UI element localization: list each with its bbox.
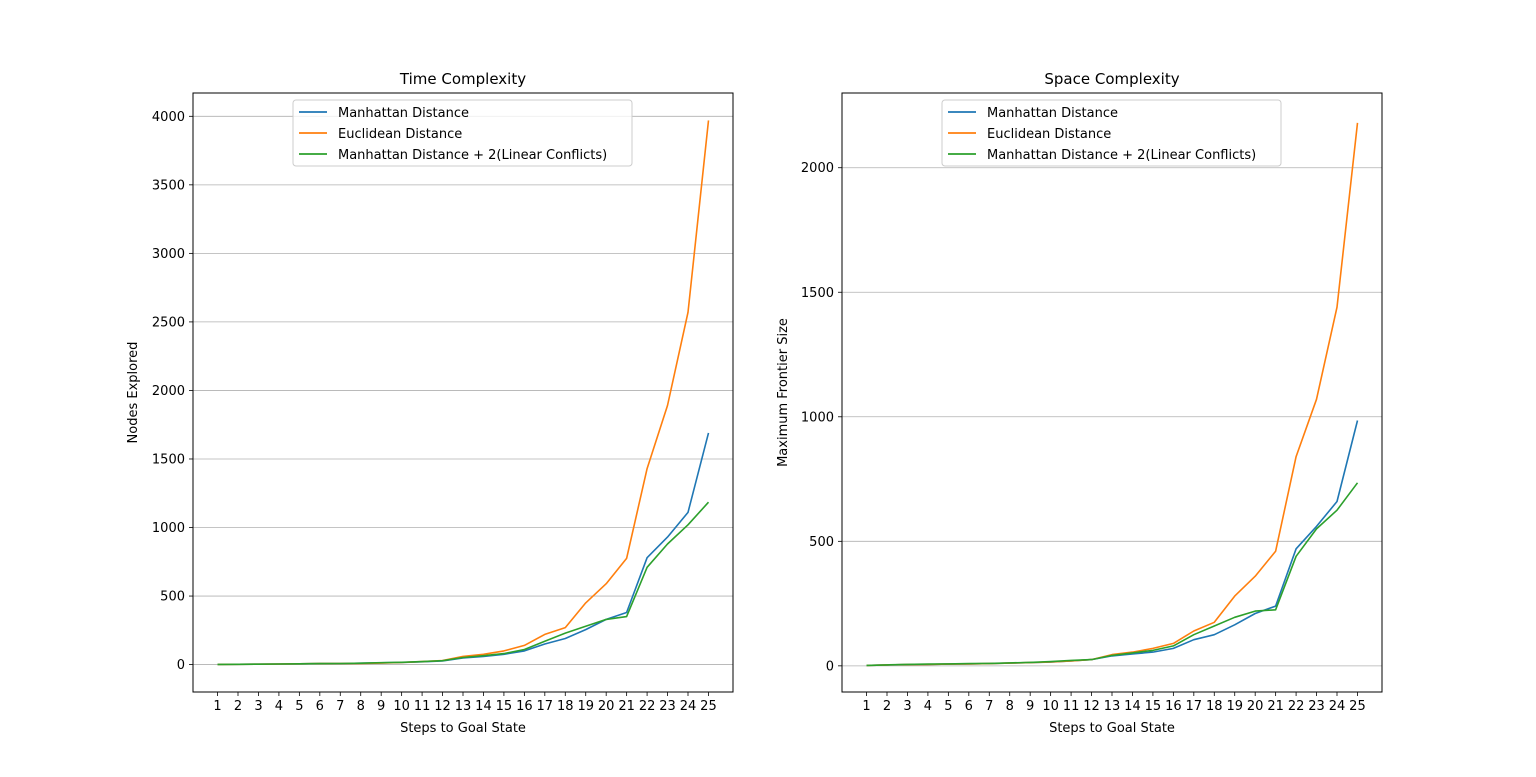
plot-frame xyxy=(192,92,734,693)
legend-label: Manhattan Distance + 2(Linear Conflicts) xyxy=(987,148,1256,163)
x-tick-label: 21 xyxy=(618,699,635,714)
x-tick-label: 18 xyxy=(557,699,574,714)
x-tick-label: 5 xyxy=(295,699,303,714)
legend-box xyxy=(941,99,1282,167)
x-axis-label: Steps to Goal State xyxy=(1049,721,1175,736)
x-tick-label: 15 xyxy=(496,699,513,714)
x-tick-label: 15 xyxy=(1145,699,1162,714)
x-tick-label: 7 xyxy=(985,699,993,714)
y-tick-label: 2000 xyxy=(152,384,185,399)
x-tick-label: 14 xyxy=(475,699,492,714)
legend-label: Euclidean Distance xyxy=(338,127,462,142)
x-tick-label: 11 xyxy=(414,699,431,714)
x-tick-label: 24 xyxy=(1329,699,1346,714)
y-tick-label: 4000 xyxy=(152,110,185,125)
x-tick-label: 22 xyxy=(639,699,656,714)
legend: Manhattan Distance Euclidean Distance Manh… xyxy=(941,99,1282,167)
x-tick-label: 11 xyxy=(1063,699,1080,714)
y-tick-label: 1500 xyxy=(152,452,185,467)
y-tick-label: 2000 xyxy=(801,161,834,176)
x-tick-label: 25 xyxy=(1349,699,1366,714)
x-tick-label: 8 xyxy=(357,699,365,714)
legend-label: Euclidean Distance xyxy=(987,127,1111,142)
x-tick-label: 23 xyxy=(1308,699,1325,714)
x-tick-label: 19 xyxy=(577,699,594,714)
x-tick-label: 17 xyxy=(1186,699,1203,714)
series-line-0 xyxy=(217,432,710,666)
x-tick-label: 9 xyxy=(1026,699,1034,714)
chart-title: Time Complexity xyxy=(399,70,526,88)
legend-label: Manhattan Distance xyxy=(987,106,1118,121)
y-tick-label: 500 xyxy=(809,535,834,550)
x-tick-label: 17 xyxy=(537,699,554,714)
x-tick-label: 24 xyxy=(680,699,697,714)
series-line-2 xyxy=(217,501,710,666)
x-tick-label: 23 xyxy=(659,699,676,714)
x-tick-label: 19 xyxy=(1226,699,1243,714)
y-tick-label: 1000 xyxy=(152,521,185,536)
y-tick-label: 3000 xyxy=(152,247,185,262)
x-tick-label: 13 xyxy=(1104,699,1121,714)
series-line-2 xyxy=(866,482,1359,667)
x-tick-label: 3 xyxy=(254,699,262,714)
series-line-1 xyxy=(217,120,710,666)
x-tick-label: 6 xyxy=(965,699,973,714)
x-tick-label: 4 xyxy=(275,699,283,714)
x-tick-label: 21 xyxy=(1267,699,1284,714)
legend: Manhattan Distance Euclidean Distance Manh… xyxy=(292,99,633,167)
series-line-0 xyxy=(866,420,1359,667)
x-tick-label: 6 xyxy=(316,699,324,714)
x-tick-label: 20 xyxy=(598,699,615,714)
x-tick-label: 13 xyxy=(455,699,472,714)
y-tick-label: 3500 xyxy=(152,178,185,193)
x-tick-label: 1 xyxy=(213,699,221,714)
chart-title: Space Complexity xyxy=(1044,70,1179,88)
x-tick-label: 2 xyxy=(883,699,891,714)
x-tick-label: 12 xyxy=(1083,699,1100,714)
x-tick-label: 14 xyxy=(1124,699,1141,714)
x-axis-label: Steps to Goal State xyxy=(400,721,526,736)
legend-label: Manhattan Distance + 2(Linear Conflicts) xyxy=(338,148,607,163)
y-axis-label: Maximum Frontier Size xyxy=(776,318,791,467)
x-tick-label: 20 xyxy=(1247,699,1264,714)
chart-panel-0: 1 2 3 4 5 6 7 8 9 10 11 12 13 14 15 16 17 18 19 20 21 22 23 24 2… xyxy=(126,70,734,736)
y-axis-label: Nodes Explored xyxy=(126,342,141,444)
x-tick-label: 25 xyxy=(700,699,717,714)
x-tick-label: 7 xyxy=(336,699,344,714)
legend-label: Manhattan Distance xyxy=(338,106,469,121)
y-tick-label: 0 xyxy=(826,659,834,674)
chart-panel-1: 1 2 3 4 5 6 7 8 9 10 11 12 13 14 15 16 17 18 19 20 21 22 23 24 2… xyxy=(776,70,1383,736)
x-tick-label: 16 xyxy=(1165,699,1182,714)
x-tick-label: 10 xyxy=(1042,699,1059,714)
x-tick-label: 12 xyxy=(434,699,451,714)
x-tick-label: 5 xyxy=(944,699,952,714)
y-tick-label: 1000 xyxy=(801,410,834,425)
legend-box xyxy=(292,99,633,167)
y-tick-label: 1500 xyxy=(801,286,834,301)
x-tick-label: 9 xyxy=(377,699,385,714)
x-tick-label: 16 xyxy=(516,699,533,714)
x-tick-label: 22 xyxy=(1288,699,1305,714)
x-tick-label: 8 xyxy=(1006,699,1014,714)
x-tick-label: 3 xyxy=(903,699,911,714)
plot-frame xyxy=(841,92,1383,693)
x-tick-label: 10 xyxy=(393,699,410,714)
x-tick-label: 2 xyxy=(234,699,242,714)
y-tick-label: 2500 xyxy=(152,315,185,330)
x-tick-label: 18 xyxy=(1206,699,1223,714)
x-tick-label: 4 xyxy=(924,699,932,714)
x-tick-label: 1 xyxy=(862,699,870,714)
y-tick-label: 500 xyxy=(160,590,185,605)
y-tick-label: 0 xyxy=(177,658,185,673)
